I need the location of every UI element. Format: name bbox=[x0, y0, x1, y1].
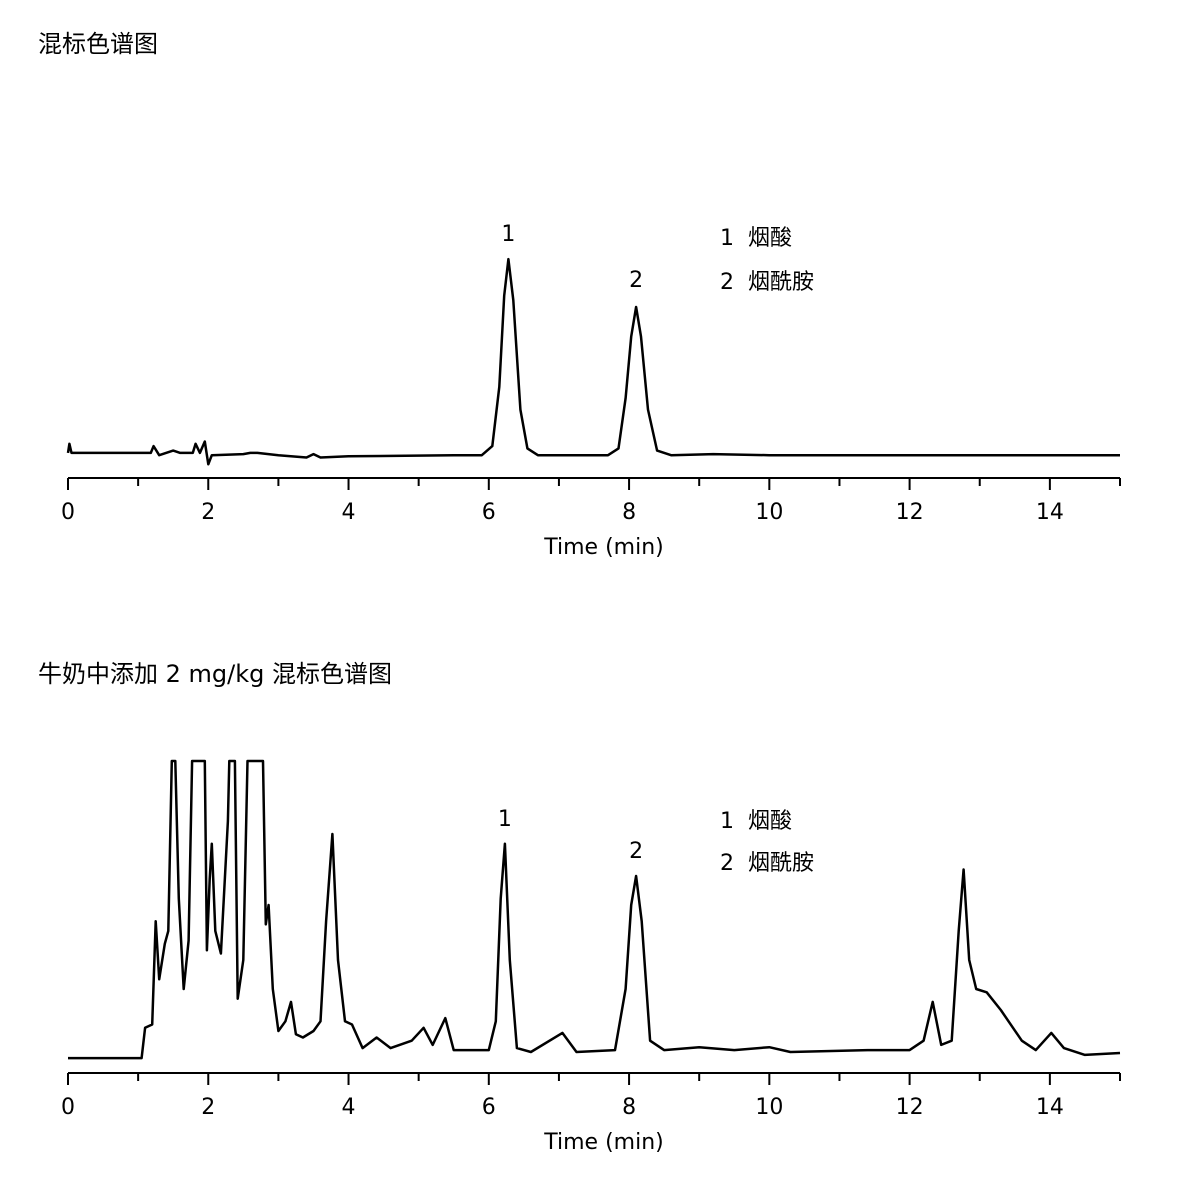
x-tick-label: 14 bbox=[1036, 500, 1064, 525]
peak-label: 2 bbox=[629, 839, 643, 864]
chart-title: 牛奶中添加 2 mg/kg 混标色谱图 bbox=[38, 660, 392, 688]
x-tick-label: 14 bbox=[1036, 1095, 1064, 1120]
x-tick-label: 10 bbox=[755, 500, 783, 525]
x-tick-label: 2 bbox=[201, 500, 215, 525]
x-tick-label: 0 bbox=[61, 1095, 75, 1120]
peak-label: 1 bbox=[501, 222, 515, 247]
trace bbox=[68, 759, 1121, 1060]
legend-entry: 1 烟酸 bbox=[720, 226, 792, 251]
x-axis-label: Time (min) bbox=[543, 535, 664, 560]
x-tick-label: 2 bbox=[201, 1095, 215, 1120]
x-tick-label: 12 bbox=[896, 500, 924, 525]
peak-label: 2 bbox=[629, 268, 643, 293]
peak-label: 1 bbox=[498, 807, 512, 832]
x-tick-label: 4 bbox=[342, 500, 356, 525]
legend-entry: 2 烟酰胺 bbox=[720, 851, 814, 876]
x-tick-label: 6 bbox=[482, 500, 496, 525]
trace bbox=[66, 257, 1120, 466]
chart-title: 混标色谱图 bbox=[38, 30, 158, 58]
x-tick-label: 0 bbox=[61, 500, 75, 525]
x-tick-label: 8 bbox=[622, 500, 636, 525]
x-tick-label: 10 bbox=[755, 1095, 783, 1120]
x-tick-label: 12 bbox=[896, 1095, 924, 1120]
legend-entry: 2 烟酰胺 bbox=[720, 270, 814, 295]
x-tick-label: 4 bbox=[342, 1095, 356, 1120]
legend-entry: 1 烟酸 bbox=[720, 809, 792, 834]
x-tick-label: 8 bbox=[622, 1095, 636, 1120]
x-tick-label: 6 bbox=[482, 1095, 496, 1120]
x-axis-label: Time (min) bbox=[543, 1130, 664, 1155]
